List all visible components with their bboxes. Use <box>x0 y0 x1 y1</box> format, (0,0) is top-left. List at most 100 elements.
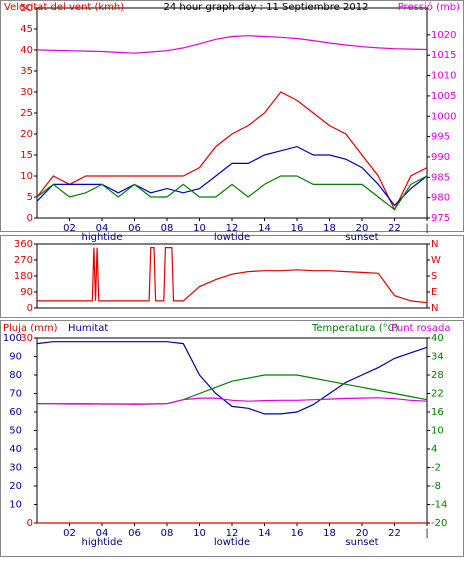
x-tick-label: | <box>425 528 428 539</box>
series-line <box>36 35 428 54</box>
x-tick-label: 04 <box>96 223 109 234</box>
x-tick-label: 16 <box>291 528 304 539</box>
y-tick-label: 35 <box>20 66 33 77</box>
y-tick-label: 30 <box>9 463 22 474</box>
x-tick-label: 14 <box>258 223 271 234</box>
chart-title: 24 hour graph day : 11 Septiembre 2012 <box>164 2 369 13</box>
series-line <box>36 91 428 211</box>
y-tick-label: N <box>431 303 438 314</box>
y-tick-label: 50 <box>20 3 33 14</box>
series-name: Pluja (mm) <box>3 323 58 334</box>
x-tick-label: 06 <box>128 223 141 234</box>
x-tick-label: 20 <box>356 223 369 234</box>
x-tick-label: 18 <box>323 528 336 539</box>
x-tick-label: 10 <box>193 528 206 539</box>
y-tick-label: 0 <box>27 518 33 529</box>
y-tick-label: 100 <box>3 333 22 344</box>
y-tick-label: 1005 <box>431 91 456 102</box>
annotation: hightide <box>81 232 122 243</box>
x-tick-label: 08 <box>161 528 174 539</box>
y-tick-label: 80 <box>9 370 22 381</box>
y-tick-label: 1000 <box>431 111 456 122</box>
y-tick-label: 0 <box>27 303 33 314</box>
y-tick-label: 40 <box>431 333 444 344</box>
y-tick-label: 20 <box>9 481 22 492</box>
series-line <box>37 397 428 405</box>
y-tick-label: 15 <box>20 150 33 161</box>
y-tick-label: 1010 <box>431 71 456 82</box>
y-tick-label: 985 <box>431 172 450 183</box>
y-tick-label: 975 <box>431 213 450 224</box>
x-tick-label: 14 <box>258 528 271 539</box>
plot-area <box>36 243 428 309</box>
x-tick-label: 18 <box>323 223 336 234</box>
annotation: sunset <box>345 232 378 243</box>
y-tick-label: 10 <box>9 500 22 511</box>
x-tick-label: 12 <box>226 223 239 234</box>
y-tick-label: 5 <box>27 192 33 203</box>
y-tick-label: 25 <box>20 108 33 119</box>
y-tick-label: 70 <box>9 389 22 400</box>
series-name: Temperatura (°C) <box>311 323 399 334</box>
x-tick-label: 12 <box>226 528 239 539</box>
annotation: lowtide <box>214 232 250 243</box>
y-tick-label: 980 <box>431 193 450 204</box>
annotation: sunset <box>345 537 378 548</box>
x-tick-label: 16 <box>291 223 304 234</box>
y-tick-label: 1020 <box>431 30 456 41</box>
y-tick-label: 30 <box>20 87 33 98</box>
y-tick-label: -14 <box>431 500 447 511</box>
y-tick-label: 60 <box>9 407 22 418</box>
x-tick-label: 22 <box>388 528 401 539</box>
y-tick-label: 30 <box>20 333 33 344</box>
y-tick-label: 16 <box>431 407 444 418</box>
y-tick-label: 45 <box>20 24 33 35</box>
series-name: Punt rosada <box>391 323 450 334</box>
y-tick-label: 4 <box>431 444 437 455</box>
y-tick-label: 40 <box>9 444 22 455</box>
series-line <box>36 175 428 211</box>
y-tick-label: 22 <box>431 389 444 400</box>
y-tick-label: 90 <box>20 287 33 298</box>
plot-area <box>36 7 428 219</box>
y-axis-label: Velocitat del vent (kmh) <box>4 2 124 13</box>
y-tick-label: 990 <box>431 152 450 163</box>
x-tick-label: 10 <box>193 223 206 234</box>
series-name: Humitat <box>68 323 108 334</box>
x-tick-label: 20 <box>356 528 369 539</box>
y-tick-label: 40 <box>20 45 33 56</box>
annotation: lowtide <box>214 537 250 548</box>
series-line <box>37 247 428 304</box>
y-tick-label: 34 <box>431 352 444 363</box>
x-tick-label: 02 <box>63 223 76 234</box>
y-tick-label: 20 <box>20 129 33 140</box>
y-tick-label: 90 <box>9 352 22 363</box>
y-tick-label: 1015 <box>431 50 456 61</box>
y-tick-label: 10 <box>20 171 33 182</box>
y-tick-label: -8 <box>431 481 441 492</box>
y-tick-label: 180 <box>14 271 33 282</box>
y-tick-label: -2 <box>431 463 441 474</box>
y-tick-label: W <box>431 255 441 266</box>
x-tick-label: 08 <box>161 223 174 234</box>
series-line <box>36 341 428 415</box>
y-tick-label: 0 <box>27 213 33 224</box>
y-tick-label: 28 <box>431 370 444 381</box>
y-tick-label: 270 <box>14 255 33 266</box>
y-tick-label: S <box>431 271 437 282</box>
y-tick-label: E <box>431 287 437 298</box>
x-tick-label: 22 <box>388 223 401 234</box>
y-tick-label: 50 <box>9 426 22 437</box>
plot-area <box>36 337 428 524</box>
y-tick-label: 360 <box>14 239 33 250</box>
annotation: hightide <box>81 537 122 548</box>
y-tick-label: -20 <box>431 518 447 529</box>
y-tick-label: 995 <box>431 132 450 143</box>
y-tick-label: 10 <box>431 426 444 437</box>
y2-axis-label: Pressió (mb) <box>398 1 460 13</box>
y-tick-label: N <box>431 239 438 250</box>
x-tick-label: 06 <box>128 528 141 539</box>
x-tick-label: 04 <box>96 528 109 539</box>
x-tick-label: | <box>425 223 428 234</box>
